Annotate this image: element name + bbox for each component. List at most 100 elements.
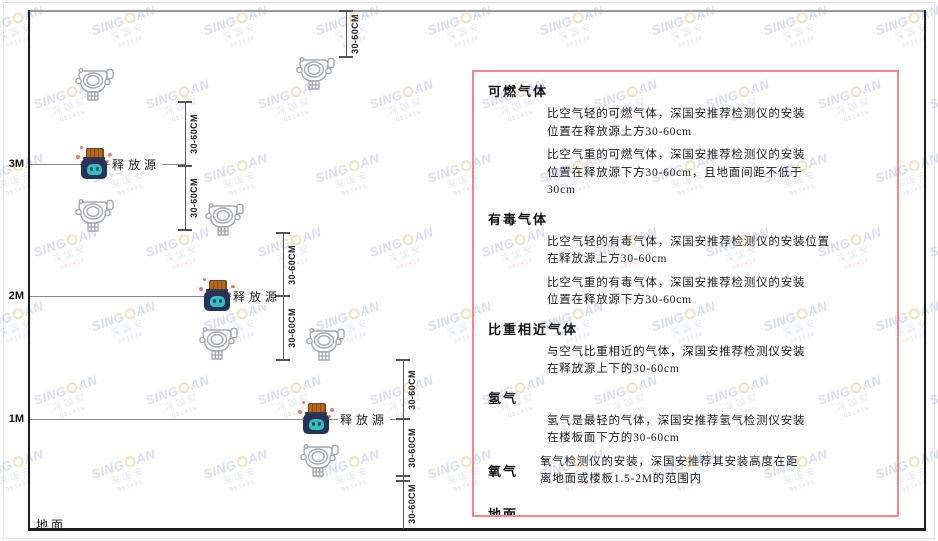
guideline-text-line: 位置在释放源下方30-60cm，且地面间距不低于 — [547, 166, 803, 179]
guideline-heading: 氧气 — [488, 463, 519, 479]
guideline-text-line: 在释放源上方30-60cm — [547, 253, 668, 265]
guideline-heading: 可燃气体 — [488, 84, 549, 99]
guideline-text-line: 位置在释放源下方30-60cm — [547, 294, 692, 306]
guideline-section: 氢气氢气是最轻的气体，深国安推荐氢气检测仪安装 在楼板面下方的30-60cm — [488, 385, 883, 448]
guideline-heading: 地面 — [488, 506, 519, 517]
guideline-paragraph: 氧气检测仪的安装，深国安推荐其安装高度在距 离地面或楼板1.5-2M的范围内 — [488, 454, 883, 489]
watermark-brand-text: SINGAN — [927, 234, 938, 261]
guideline-paragraph: 与空气比重相近的气体，深国安推荐检测仪安装 在释放源上下的30-60cm — [488, 344, 883, 379]
guideline-text-line: 离地面或楼板1.5-2M的范围内 — [540, 473, 702, 485]
guideline-section: 可燃气体比空气轻的可燃气体，深国安推荐检测仪的安装 位置在释放源上方30-60cm… — [488, 78, 883, 200]
guideline-text-line: 在楼板面下方的30-60cm — [547, 432, 680, 444]
guideline-text-line: 在释放源上下的30-60cm — [547, 363, 680, 375]
guideline-text-line: 与空气比重相近的气体，深国安推荐检测仪安装 — [547, 345, 806, 358]
guideline-text-line: 比空气轻的有毒气体，深国安推荐检测仪的安装位置 — [547, 235, 830, 248]
guideline-text-line: 位置在释放源上方30-60cm — [547, 125, 692, 138]
guideline-paragraph: 比空气轻的可燃气体，深国安推荐检测仪的安装 位置在释放源上方30-60cm — [488, 106, 883, 141]
page-border — [3, 2, 935, 539]
watermark-brand-text: SINGAN — [927, 382, 938, 409]
guideline-section: 氧气 氧气检测仪的安装，深国安推荐其安装高度在距 离地面或楼板1.5-2M的范围内 — [488, 454, 883, 489]
guideline-heading: 氢气 — [488, 390, 519, 406]
guideline-paragraph: 氢气是最轻的气体，深国安推荐氢气检测仪安装 在楼板面下方的30-60cm — [488, 413, 883, 448]
guideline-text-line: 比空气重的有毒气体，深国安推荐检测仪的安装 — [547, 276, 806, 289]
watermark-brand-text: SINGAN — [927, 86, 938, 113]
guideline-text-line: 比空气重的可燃气体，深国安推荐检测仪的安装 — [547, 149, 806, 161]
guideline-paragraph: 比空气重的可燃气体，深国安推荐检测仪的安装 位置在释放源下方30-60cm，且地面… — [488, 147, 883, 200]
guideline-text-line: 30cm — [547, 184, 576, 196]
guideline-paragraph: 比空气重的有毒气体，深国安推荐检测仪的安装 位置在释放源下方30-60cm — [488, 275, 883, 310]
guideline-section: 有毒气体比空气轻的有毒气体，深国安推荐检测仪的安装位置 在释放源上方30-60cm… — [488, 206, 883, 310]
guideline-heading: 有毒气体 — [488, 211, 549, 227]
guideline-section: 比重相近气体与空气比重相近的气体，深国安推荐检测仪安装 在释放源上下的30-60c… — [488, 316, 883, 379]
guideline-text-line: 氧气检测仪的安装，深国安推荐其安装高度在距 — [540, 455, 799, 468]
guideline-heading: 比重相近气体 — [488, 321, 579, 337]
installation-guidelines-panel: 可燃气体比空气轻的可燃气体，深国安推荐检测仪的安装 位置在释放源上方30-60cm… — [472, 70, 899, 517]
guideline-text-line: 氢气是最轻的气体，深国安推荐氢气检测仪安装 — [547, 414, 806, 427]
guideline-text-line: 比空气轻的可燃气体，深国安推荐检测仪的安装 — [547, 108, 806, 120]
guideline-section: 地面检测仪地面间距，深国安推荐在30-60cm，且不得小于30cm，因为过低容易… — [488, 501, 883, 517]
